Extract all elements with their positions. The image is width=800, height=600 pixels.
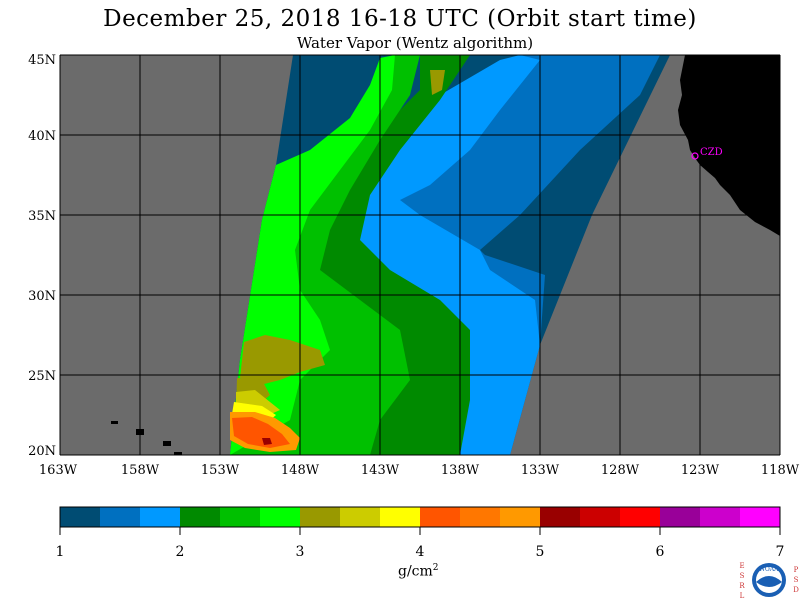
colorbar-segment bbox=[420, 507, 461, 527]
lon-label: 123W bbox=[681, 463, 720, 478]
colorbar-tick-label: 4 bbox=[416, 544, 425, 560]
lon-label: 148W bbox=[281, 463, 320, 478]
colorbar-tick-label: 6 bbox=[656, 544, 665, 560]
colorbar-segment bbox=[620, 507, 661, 527]
colorbar-segment bbox=[700, 507, 741, 527]
colorbar-tick-label: 3 bbox=[296, 544, 305, 560]
colorbar-segment bbox=[460, 507, 501, 527]
colorbar-segment bbox=[340, 507, 381, 527]
page-subtitle: Water Vapor (Wentz algorithm) bbox=[296, 34, 534, 52]
lon-label: 163W bbox=[39, 463, 78, 478]
land-north-america bbox=[678, 55, 780, 236]
lat-label: 45N bbox=[28, 53, 56, 68]
colorbar-tick-label: 5 bbox=[536, 544, 545, 560]
swath-orange-red bbox=[232, 417, 290, 448]
svg-text:D: D bbox=[793, 586, 799, 594]
page-title: December 25, 2018 16-18 UTC (Orbit start… bbox=[103, 6, 697, 32]
colorbar-tick-labels: 1 2 3 4 5 6 7 bbox=[56, 544, 785, 560]
colorbar-segment bbox=[740, 507, 781, 527]
colorbar-segment bbox=[500, 507, 541, 527]
map-grid bbox=[59, 54, 781, 456]
colorbar-segment bbox=[380, 507, 421, 527]
svg-text:S: S bbox=[794, 576, 799, 584]
colorbar-segment bbox=[660, 507, 701, 527]
colorbar-ticks bbox=[59, 527, 781, 535]
colorbar-segment bbox=[140, 507, 181, 527]
colorbar-segment bbox=[260, 507, 301, 527]
colorbar-tick-label: 7 bbox=[776, 544, 785, 560]
colorbar-tick-label: 2 bbox=[176, 544, 185, 560]
swath-olive bbox=[240, 335, 325, 385]
colorbar-segment bbox=[180, 507, 221, 527]
lat-label: 20N bbox=[28, 444, 56, 459]
lat-label: 25N bbox=[28, 369, 56, 384]
colorbar-segment bbox=[220, 507, 261, 527]
svg-text:P: P bbox=[794, 566, 799, 574]
colorbar-segment bbox=[580, 507, 621, 527]
colorbar bbox=[60, 507, 781, 527]
station-marker bbox=[691, 152, 699, 160]
lon-label: 138W bbox=[441, 463, 480, 478]
svg-text:S: S bbox=[740, 572, 745, 580]
lon-label: 118W bbox=[761, 463, 800, 478]
colorbar-segment bbox=[300, 507, 341, 527]
colorbar-segment bbox=[540, 507, 581, 527]
lat-label: 35N bbox=[28, 209, 56, 224]
station-label: CZD bbox=[700, 147, 723, 158]
lat-label: 40N bbox=[28, 129, 56, 144]
colorbar-segment bbox=[60, 507, 101, 527]
swath-red-spot bbox=[262, 438, 272, 445]
lon-label: 158W bbox=[121, 463, 160, 478]
colorbar-segment bbox=[100, 507, 141, 527]
longitude-labels: 163W 158W 153W 148W 143W 138W 133W 128W … bbox=[39, 463, 800, 478]
water-vapor-swath bbox=[230, 55, 670, 455]
lon-label: 128W bbox=[601, 463, 640, 478]
colorbar-tick-label: 1 bbox=[56, 544, 65, 560]
lon-label: 143W bbox=[361, 463, 400, 478]
svg-text:L: L bbox=[740, 592, 745, 600]
swath-olive-2 bbox=[430, 70, 445, 95]
lon-label: 133W bbox=[521, 463, 560, 478]
svg-text:E: E bbox=[739, 562, 744, 570]
svg-text:R: R bbox=[739, 582, 745, 590]
lon-label: 153W bbox=[201, 463, 240, 478]
svg-text:NOAA: NOAA bbox=[760, 566, 780, 573]
latitude-labels: 45N 40N 35N 30N 25N 20N bbox=[28, 53, 56, 459]
lat-label: 30N bbox=[28, 289, 56, 304]
colorbar-unit: g/cm2 bbox=[398, 563, 439, 580]
